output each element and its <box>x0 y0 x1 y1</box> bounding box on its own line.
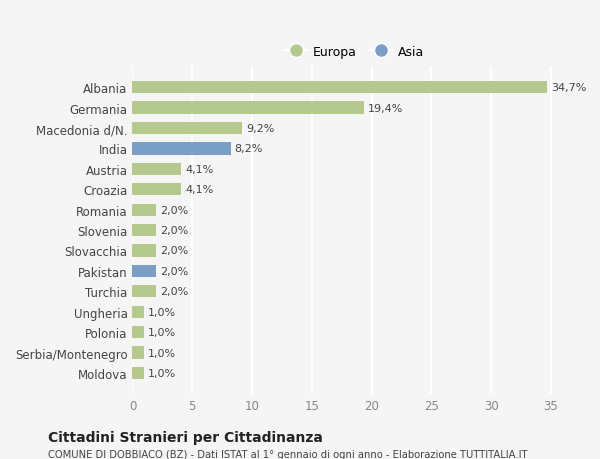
Bar <box>133 163 181 176</box>
Bar <box>133 265 157 277</box>
Bar <box>133 224 157 237</box>
Text: 1,0%: 1,0% <box>148 348 176 358</box>
Legend: Europa, Asia: Europa, Asia <box>278 40 428 63</box>
Text: 2,0%: 2,0% <box>160 266 188 276</box>
Text: COMUNE DI DOBBIACO (BZ) - Dati ISTAT al 1° gennaio di ogni anno - Elaborazione T: COMUNE DI DOBBIACO (BZ) - Dati ISTAT al … <box>48 449 527 459</box>
Bar <box>133 326 145 338</box>
Text: 8,2%: 8,2% <box>234 144 262 154</box>
Text: 34,7%: 34,7% <box>551 83 586 93</box>
Bar <box>133 306 145 318</box>
Text: 1,0%: 1,0% <box>148 307 176 317</box>
Text: 1,0%: 1,0% <box>148 368 176 378</box>
Text: 4,1%: 4,1% <box>185 164 214 174</box>
Text: 9,2%: 9,2% <box>246 124 274 134</box>
Bar <box>133 285 157 298</box>
Bar <box>133 102 364 114</box>
Bar <box>133 245 157 257</box>
Bar <box>133 82 547 94</box>
Bar <box>133 204 157 216</box>
Bar <box>133 184 181 196</box>
Bar <box>133 347 145 359</box>
Bar <box>133 367 145 379</box>
Text: 2,0%: 2,0% <box>160 205 188 215</box>
Text: 2,0%: 2,0% <box>160 287 188 297</box>
Text: 2,0%: 2,0% <box>160 225 188 235</box>
Text: 19,4%: 19,4% <box>368 103 403 113</box>
Text: Cittadini Stranieri per Cittadinanza: Cittadini Stranieri per Cittadinanza <box>48 430 323 444</box>
Text: 2,0%: 2,0% <box>160 246 188 256</box>
Text: 1,0%: 1,0% <box>148 327 176 337</box>
Bar <box>133 123 242 135</box>
Text: 4,1%: 4,1% <box>185 185 214 195</box>
Bar <box>133 143 230 155</box>
